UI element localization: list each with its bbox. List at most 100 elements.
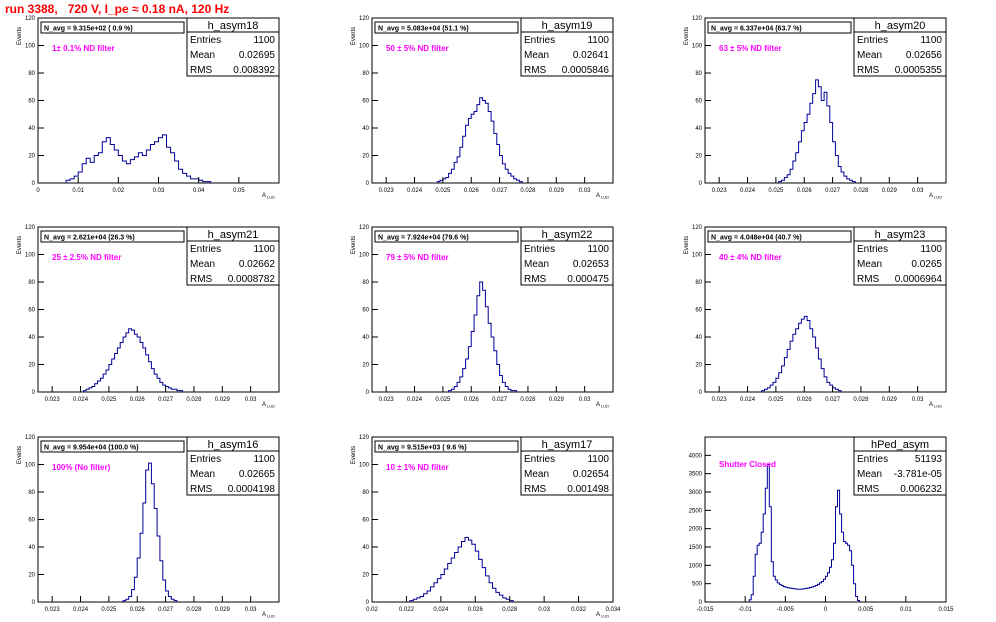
x-tick-label: 0.04: [193, 188, 205, 194]
y-tick-label: 80: [362, 490, 369, 496]
x-tick-label: 0.01: [72, 188, 84, 194]
stat-value: 1100: [587, 244, 609, 255]
y-tick-label: 80: [28, 280, 35, 286]
navg-label: N_avg = 6.337e+04 (63.7 %): [711, 26, 802, 33]
stat-label: RMS: [190, 274, 213, 285]
stat-value: 0.0008782: [228, 274, 276, 285]
filter-note: 50 ± 5% ND filter: [386, 44, 449, 53]
y-axis-label: Events: [684, 236, 690, 254]
y-tick-label: 120: [25, 16, 36, 22]
x-tick-label: 0.03: [245, 607, 257, 613]
navg-box: [707, 230, 852, 243]
histogram-title: h_asym21: [208, 229, 259, 241]
x-axis-label: ALUD: [262, 612, 275, 619]
x-axis-label: ALUD: [596, 612, 609, 619]
x-tick-label: 0: [36, 188, 40, 194]
y-tick-label: 3500: [689, 472, 703, 478]
x-tick-label: 0.029: [549, 188, 565, 194]
stat-value: 0.02641: [573, 50, 610, 61]
y-tick-label: 100: [692, 253, 703, 259]
stat-value: 0.0006964: [895, 274, 943, 285]
y-tick-label: 100: [25, 253, 36, 259]
x-tick-label: 0.03: [912, 188, 924, 194]
stat-label: Mean: [190, 469, 215, 480]
y-tick-label: 60: [695, 308, 702, 314]
histogram-h_asym20: 0.023 0.024 0.025 0.026 0.027 0.028 0.029 0.03 0…: [684, 16, 947, 200]
stat-value: 0.0005355: [895, 65, 943, 76]
histogram-h_asym19: 0.023 0.024 0.025 0.026 0.027 0.028 0.029 0.03 0…: [351, 16, 614, 200]
y-tick-label: 0: [699, 181, 703, 187]
y-axis-label: Events: [351, 236, 357, 254]
stat-label: Mean: [190, 259, 215, 270]
stat-value: 1100: [920, 35, 942, 46]
stat-value: 0.0265: [911, 259, 942, 270]
stat-label: Mean: [524, 259, 549, 270]
x-tick-label: 0.023: [379, 188, 395, 194]
navg-label: N_avg = 7.924e+04 (79.6 %): [378, 235, 469, 242]
y-tick-label: 3000: [689, 490, 703, 496]
stat-value: 0.000475: [567, 274, 609, 285]
stat-value: 1100: [253, 454, 275, 465]
stat-label: RMS: [857, 484, 880, 495]
y-tick-label: 80: [695, 280, 702, 286]
navg-label: N_avg = 9.954e+04 (100.0 %): [44, 445, 139, 452]
x-tick-label: 0.022: [399, 607, 415, 613]
x-axis-label: ALUD: [262, 402, 275, 409]
stat-label: RMS: [190, 65, 213, 76]
histogram-title: h_asym17: [542, 439, 593, 451]
y-tick-label: 20: [362, 573, 369, 579]
filter-note: 40 ± 4% ND filter: [719, 253, 782, 262]
histogram-h_asym21: 0.023 0.024 0.025 0.026 0.027 0.028 0.029 0.03 0…: [17, 225, 280, 409]
y-tick-label: 0: [32, 181, 36, 187]
x-tick-label: 0.025: [435, 397, 451, 403]
navg-label: N_avg = 2.621e+04 (26.3 %): [44, 235, 135, 242]
stat-value: 0.02656: [906, 50, 943, 61]
histogram-line: [409, 536, 514, 602]
stat-value: 0.02653: [573, 259, 610, 270]
stats-box: [853, 226, 947, 286]
y-axis-label: Events: [17, 446, 23, 464]
stat-label: Mean: [857, 469, 882, 480]
y-tick-label: 120: [25, 225, 36, 231]
y-tick-label: 100: [359, 463, 370, 469]
x-tick-label: 0.025: [101, 397, 117, 403]
x-tick-label: 0.028: [186, 397, 202, 403]
x-tick-label: 0.027: [825, 188, 841, 194]
stat-label: Mean: [524, 469, 549, 480]
x-tick-label: 0.024: [407, 397, 423, 403]
histogram-line: [778, 79, 856, 183]
stat-value: 0.001498: [567, 484, 609, 495]
x-tick-label: 0.03: [579, 188, 591, 194]
x-tick-label: 0.032: [571, 607, 587, 613]
y-tick-label: 100: [692, 44, 703, 50]
x-tick-label: 0.03: [153, 188, 165, 194]
histogram-title: h_asym19: [542, 20, 593, 32]
x-axis-label: ALUD: [596, 193, 609, 200]
y-tick-label: 1000: [689, 563, 703, 569]
stats-box: [520, 17, 614, 77]
stat-value: 1100: [587, 454, 609, 465]
navg-label: N_avg = 9.315e+02 ( 0.9 %): [44, 26, 133, 33]
stat-label: Mean: [857, 50, 882, 61]
y-tick-label: 0: [366, 390, 370, 396]
stats-box: [853, 17, 947, 77]
stat-value: 0.02654: [573, 469, 610, 480]
x-tick-label: 0.023: [712, 397, 728, 403]
stat-value: 1100: [253, 35, 275, 46]
x-tick-label: 0.026: [468, 607, 484, 613]
x-tick-label: 0.025: [768, 397, 784, 403]
histogram-line: [436, 97, 523, 183]
y-axis-label: Events: [351, 446, 357, 464]
stats-box: [186, 436, 280, 496]
navg-box: [40, 230, 185, 243]
stat-value: 0.0005846: [562, 65, 610, 76]
x-tick-label: 0.026: [130, 607, 146, 613]
histogram-title: h_asym22: [542, 229, 593, 241]
stats-box: [853, 436, 947, 496]
navg-box: [374, 440, 519, 453]
x-tick-label: 0.024: [407, 188, 423, 194]
navg-box: [707, 21, 852, 34]
x-tick-label: 0.05: [233, 188, 245, 194]
y-tick-label: 80: [28, 71, 35, 77]
x-tick-label: 0.026: [464, 397, 480, 403]
